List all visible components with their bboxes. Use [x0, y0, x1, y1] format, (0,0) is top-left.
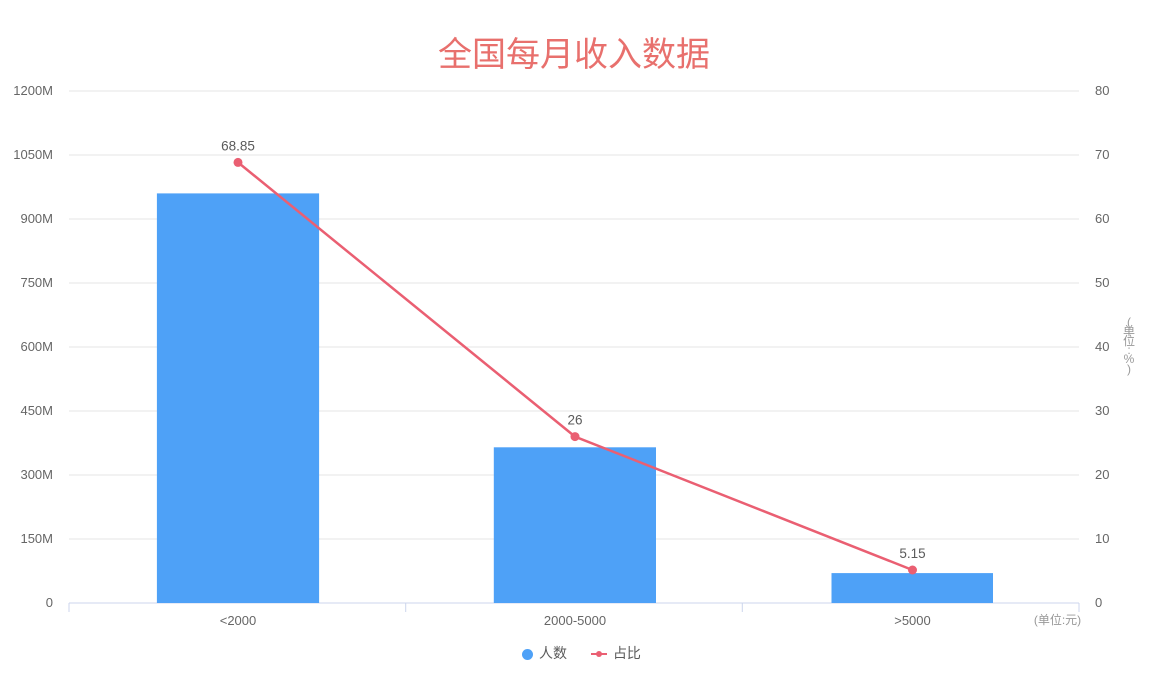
svg-text:10: 10 — [1095, 531, 1109, 546]
svg-text:600M: 600M — [20, 339, 53, 354]
svg-text:50: 50 — [1095, 275, 1109, 290]
svg-text:1200M: 1200M — [13, 83, 53, 98]
svg-text:20: 20 — [1095, 467, 1109, 482]
svg-text:750M: 750M — [20, 275, 53, 290]
svg-text:150M: 150M — [20, 531, 53, 546]
svg-text:>5000: >5000 — [894, 613, 931, 628]
svg-text:1050M: 1050M — [13, 147, 53, 162]
svg-text:450M: 450M — [20, 403, 53, 418]
svg-text:2000-5000: 2000-5000 — [544, 613, 606, 628]
svg-text:0: 0 — [46, 595, 53, 610]
svg-text:60: 60 — [1095, 211, 1109, 226]
svg-text:40: 40 — [1095, 339, 1109, 354]
svg-text:30: 30 — [1095, 403, 1109, 418]
svg-text:70: 70 — [1095, 147, 1109, 162]
svg-text:68.85: 68.85 — [221, 138, 255, 153]
svg-text:80: 80 — [1095, 83, 1109, 98]
svg-text:<2000: <2000 — [220, 613, 257, 628]
svg-text:5.15: 5.15 — [899, 546, 925, 561]
svg-text:0: 0 — [1095, 595, 1102, 610]
svg-text:300M: 300M — [20, 467, 53, 482]
svg-text:900M: 900M — [20, 211, 53, 226]
svg-text:26: 26 — [567, 413, 582, 428]
